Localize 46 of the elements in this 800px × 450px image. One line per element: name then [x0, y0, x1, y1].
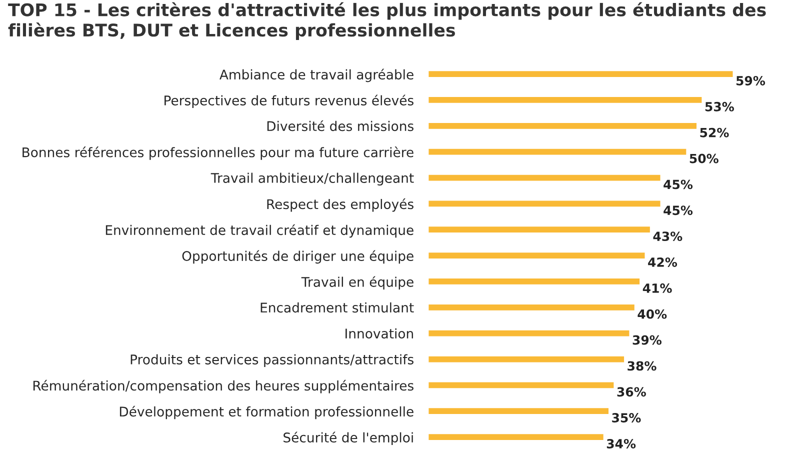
bar: [428, 251, 646, 260]
data-label: 43%: [653, 232, 682, 242]
bar: [428, 70, 734, 78]
data-label: 40%: [638, 309, 667, 319]
y-tick-label: Innovation: [346, 328, 413, 339]
y-tick-label: Travail en équipe: [301, 276, 414, 290]
y-tick-label: Produits et services passionnants/attractifs: [130, 354, 414, 368]
y-tick-label: Encadrement stimulant: [260, 302, 414, 313]
data-label: 53%: [705, 102, 734, 112]
chart-title: TOP 15 - Les critères d'attractivité les plus importants pour les étudiants des filières BTS, DUT et Licences professionnelles: [8, 2, 766, 40]
bar: [428, 173, 662, 182]
bar: [428, 96, 704, 104]
data-label: 45%: [664, 206, 693, 216]
bar: [428, 406, 610, 416]
bar: [428, 277, 641, 286]
data-label: 35%: [612, 413, 641, 423]
data-label: 36%: [617, 387, 646, 397]
y-tick-label: Opportunités de diriger une équipe: [182, 250, 414, 264]
data-label: 59%: [736, 76, 766, 86]
y-tick-label: Respect des employés: [267, 198, 414, 212]
y-tick-label: Sécurité de l'emploi: [284, 432, 413, 446]
bar: [428, 148, 688, 156]
data-label: 52%: [700, 128, 729, 138]
y-tick-label: Rémunération/compensation des heures supplémentaires: [33, 380, 414, 394]
y-tick-label: Bonnes références professionnelles pour ma future carrière: [22, 146, 414, 160]
y-tick-label: Environnement de travail créatif et dynamique: [106, 224, 414, 238]
bar: [428, 354, 626, 364]
y-tick-label: Travail ambitieux/challengeant: [210, 172, 414, 186]
data-label: 42%: [648, 257, 678, 267]
bar: [428, 329, 631, 338]
data-label: 45%: [664, 180, 693, 190]
y-tick-label: Ambiance de travail agréable: [220, 68, 414, 82]
data-label: 38%: [628, 361, 656, 371]
bar: [428, 225, 652, 234]
bar: [428, 199, 662, 208]
bar: [428, 122, 698, 130]
data-label: 41%: [642, 283, 672, 293]
y-tick-label: Développement et formation professionnelle: [120, 406, 414, 420]
bar: [428, 303, 636, 312]
bar: [428, 432, 605, 442]
data-label: 50%: [690, 154, 718, 164]
data-label: 39%: [632, 335, 662, 345]
data-label: 34%: [606, 438, 636, 448]
y-tick-label: Perspectives de futurs revenus élevés: [164, 94, 414, 108]
bar: [428, 380, 616, 390]
y-tick-label: Diversité des missions: [267, 120, 414, 132]
